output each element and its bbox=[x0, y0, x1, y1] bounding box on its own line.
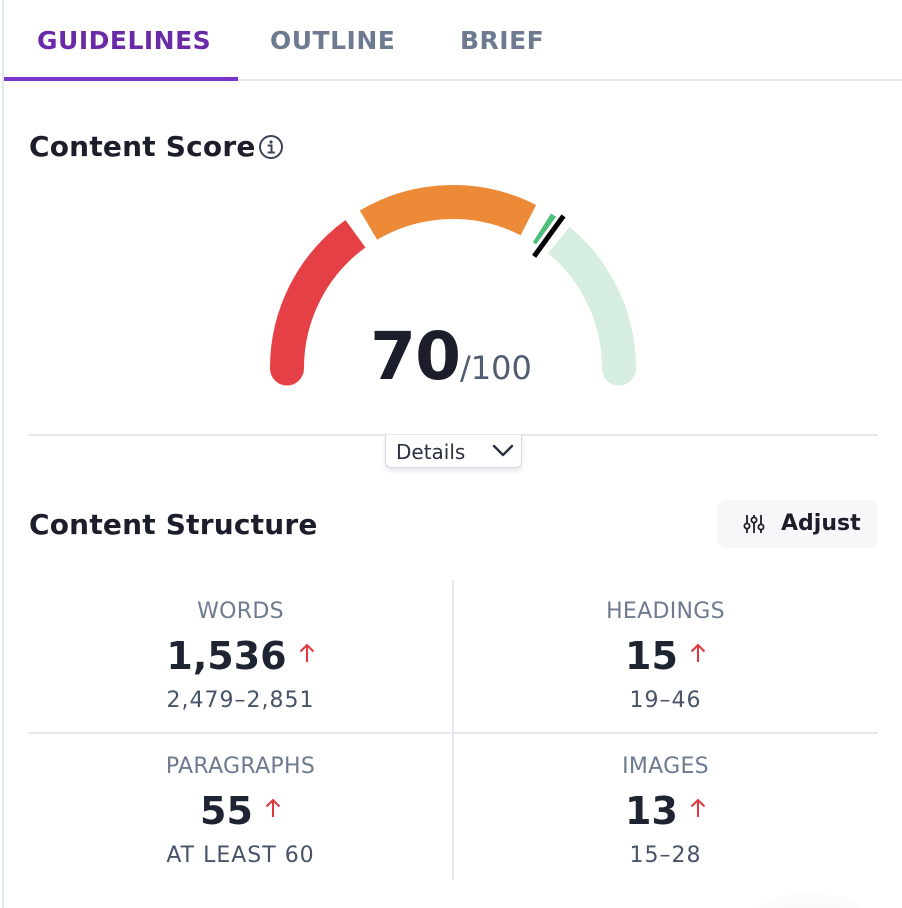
gauge-segment-average bbox=[359, 185, 537, 240]
tab-outline[interactable]: OUTLINE bbox=[270, 26, 396, 55]
metric-words: WORDS 1,536 2,479–2,851 bbox=[28, 597, 453, 717]
metric-range: AT LEAST 60 bbox=[166, 843, 315, 868]
content-score-value: 70/100 bbox=[0, 318, 902, 395]
tab-brief[interactable]: BRIEF bbox=[460, 26, 545, 55]
tab-bar-baseline bbox=[4, 79, 902, 81]
score-max: /100 bbox=[460, 349, 532, 387]
metric-value: 15 bbox=[625, 634, 678, 678]
metric-images: IMAGES 13 15–28 bbox=[453, 752, 878, 872]
arrow-up-icon bbox=[690, 633, 706, 683]
metric-range: 19–46 bbox=[629, 688, 702, 713]
arrow-up-icon bbox=[690, 788, 706, 838]
content-structure-title: Content Structure bbox=[29, 508, 318, 541]
metric-label: PARAGRAPHS bbox=[165, 754, 316, 779]
details-button[interactable]: Details bbox=[385, 435, 522, 468]
metric-paragraphs: PARAGRAPHS 55 AT LEAST 60 bbox=[28, 752, 453, 872]
gauge-segment-good-filled bbox=[532, 213, 561, 248]
metric-value: 13 bbox=[625, 789, 678, 833]
metric-label: WORDS bbox=[197, 599, 284, 624]
content-score-title: Content Score bbox=[29, 130, 256, 163]
score-number: 70 bbox=[370, 318, 461, 395]
adjust-label: Adjust bbox=[781, 511, 861, 536]
arrow-up-icon bbox=[265, 788, 281, 838]
arrow-up-icon bbox=[299, 633, 315, 683]
adjust-button[interactable]: Adjust bbox=[717, 500, 878, 548]
active-tab-indicator bbox=[4, 77, 238, 81]
metric-headings: HEADINGS 15 19–46 bbox=[453, 597, 878, 717]
floating-button-shadow bbox=[755, 893, 865, 908]
metric-range: 15–28 bbox=[629, 843, 702, 868]
metric-value: 1,536 bbox=[166, 634, 287, 678]
panel-left-border bbox=[2, 0, 4, 908]
info-circle-icon[interactable] bbox=[258, 134, 284, 160]
metrics-horizontal-divider bbox=[28, 732, 878, 734]
chevron-down-icon bbox=[492, 444, 514, 457]
tab-bar: GUIDELINES OUTLINE BRIEF bbox=[4, 0, 902, 82]
metric-range: 2,479–2,851 bbox=[166, 688, 315, 713]
sliders-icon bbox=[743, 515, 765, 533]
metric-label: HEADINGS bbox=[606, 599, 725, 624]
gauge-needle bbox=[532, 214, 566, 258]
tab-guidelines[interactable]: GUIDELINES bbox=[37, 26, 212, 55]
metrics-vertical-divider bbox=[452, 580, 454, 880]
details-label: Details bbox=[396, 440, 466, 464]
metric-value: 55 bbox=[200, 789, 253, 833]
metric-label: IMAGES bbox=[622, 754, 709, 779]
